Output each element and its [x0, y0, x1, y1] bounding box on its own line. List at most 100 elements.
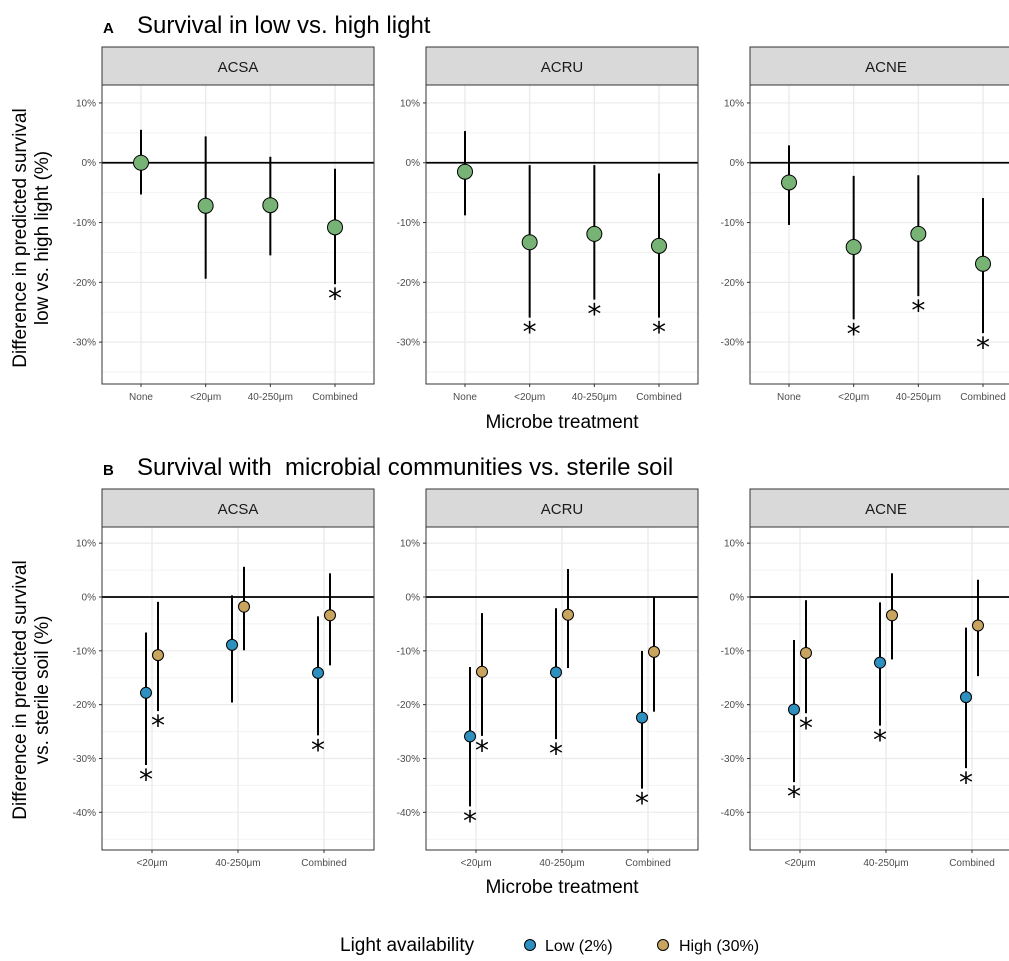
panel-b-xlabel: Microbe treatment [485, 877, 639, 898]
facet-acru-a: ACRU 10% 0% -10% -20% -30% None <20μm 40-250μm Co… [397, 46, 699, 403]
data-point [562, 608, 574, 621]
data-point [464, 730, 476, 743]
data-point [651, 237, 667, 254]
data-point [324, 609, 336, 622]
facet-strip-label: ACNE [865, 501, 907, 518]
x-tick-label: <20μm [838, 392, 869, 403]
data-point [845, 239, 862, 256]
plot-border [101, 526, 375, 851]
y-tick-label: 0% [82, 158, 97, 169]
data-point [197, 197, 214, 214]
facet-strip-label: ACSA [218, 501, 259, 518]
data-point [972, 619, 984, 632]
x-tick-label: None [777, 392, 801, 403]
y-tick-label: -20% [721, 278, 744, 289]
y-tick-label: -30% [397, 338, 420, 349]
y-tick-label: -10% [397, 646, 420, 657]
data-point [238, 600, 250, 613]
data-point [648, 645, 660, 658]
facet-strip [749, 46, 1009, 86]
significance-star: * [475, 734, 489, 767]
y-tick-label: -30% [73, 754, 96, 765]
y-tick-label: 10% [76, 539, 96, 550]
y-tick-label: -10% [721, 646, 744, 657]
y-tick-label: -20% [721, 700, 744, 711]
x-tick-label: Combined [301, 858, 347, 869]
facet-acne-b: ACNE 10% 0% -10% -20% -30% -40% <20μm 40-250μm Co… [721, 488, 1009, 869]
data-point [910, 225, 927, 242]
panel-a-xlabel: Microbe treatment [485, 412, 639, 433]
y-tick-label: 0% [82, 592, 97, 603]
x-tick-label: <20μm [136, 858, 167, 869]
data-point [788, 703, 800, 716]
y-tick-label: -20% [73, 700, 96, 711]
plot-border [425, 84, 699, 385]
significance-star: * [139, 763, 153, 796]
y-tick-label: -20% [397, 278, 420, 289]
y-tick-label: -30% [721, 338, 744, 349]
data-point [312, 666, 324, 679]
significance-star: * [311, 733, 325, 766]
data-point [140, 686, 152, 699]
plot-border [749, 84, 1009, 385]
data-point [133, 154, 149, 171]
facet-strip-label: ACNE [865, 59, 907, 76]
facet-strip [101, 488, 375, 528]
legend: Light availability Low (2%) High (30%) [340, 935, 759, 956]
plot-area: ACSA 10% 0% -10% -20% -30% None <20μm 40-250μm Co… [73, 46, 1009, 869]
facet-acru-b: ACRU 10% 0% -10% -20% -30% -40% <20μm 40-250μm Co… [397, 488, 699, 869]
facet-strip [425, 488, 699, 528]
data-point [226, 638, 238, 651]
y-tick-label: -40% [397, 808, 420, 819]
x-tick-label: 40-250μm [572, 392, 617, 403]
y-tick-label: -30% [397, 754, 420, 765]
significance-star: * [787, 780, 801, 813]
x-tick-label: <20μm [460, 858, 491, 869]
panel-a-ylabel-line1: Difference in predicted survival [10, 108, 31, 367]
x-tick-label: Combined [960, 392, 1006, 403]
y-tick-label: 0% [406, 158, 421, 169]
x-tick-label: Combined [625, 858, 671, 869]
significance-star: * [873, 724, 887, 757]
y-tick-label: -20% [73, 278, 96, 289]
significance-star: * [959, 766, 973, 799]
significance-star: * [799, 711, 813, 744]
y-tick-label: -10% [73, 646, 96, 657]
data-point [800, 646, 812, 659]
data-point [457, 163, 473, 180]
facet-acsa-a: ACSA 10% 0% -10% -20% -30% None <20μm 40-250μm Co… [73, 46, 375, 403]
y-tick-label: -30% [73, 338, 96, 349]
y-tick-label: -10% [73, 218, 96, 229]
facet-strip [425, 46, 699, 86]
x-tick-label: 40-250μm [539, 858, 584, 869]
y-tick-label: 0% [406, 592, 421, 603]
facet-acsa-b: ACSA 10% 0% -10% -20% -30% -40% <20μm 40-250μm Co… [73, 488, 375, 869]
y-tick-label: -10% [721, 218, 744, 229]
data-point [781, 174, 797, 191]
y-tick-label: 10% [400, 539, 420, 550]
panel-a-letter: A [103, 20, 114, 37]
facet-strip [101, 46, 375, 86]
data-point [874, 656, 886, 669]
data-point [886, 609, 898, 622]
plot-border [425, 526, 699, 851]
plot-border [101, 84, 375, 385]
panel-a-title: Survival in low vs. high light [137, 12, 431, 39]
facet-acne-a: ACNE 10% 0% -10% -20% -30% None <20μm 40-250μm Co… [721, 46, 1009, 403]
data-point [586, 225, 603, 242]
data-point [476, 665, 488, 678]
x-tick-label: 40-250μm [896, 392, 941, 403]
plot-background [426, 85, 698, 384]
significance-star: * [635, 787, 649, 820]
x-tick-label: 40-250μm [248, 392, 293, 403]
panel-b-letter: B [103, 462, 114, 479]
y-tick-label: -40% [721, 808, 744, 819]
legend-key-high [657, 939, 669, 951]
plot-background [102, 85, 374, 384]
data-point [327, 219, 343, 236]
data-point [521, 234, 538, 251]
y-tick-label: -40% [73, 808, 96, 819]
significance-star: * [652, 316, 666, 349]
significance-star: * [976, 331, 990, 364]
